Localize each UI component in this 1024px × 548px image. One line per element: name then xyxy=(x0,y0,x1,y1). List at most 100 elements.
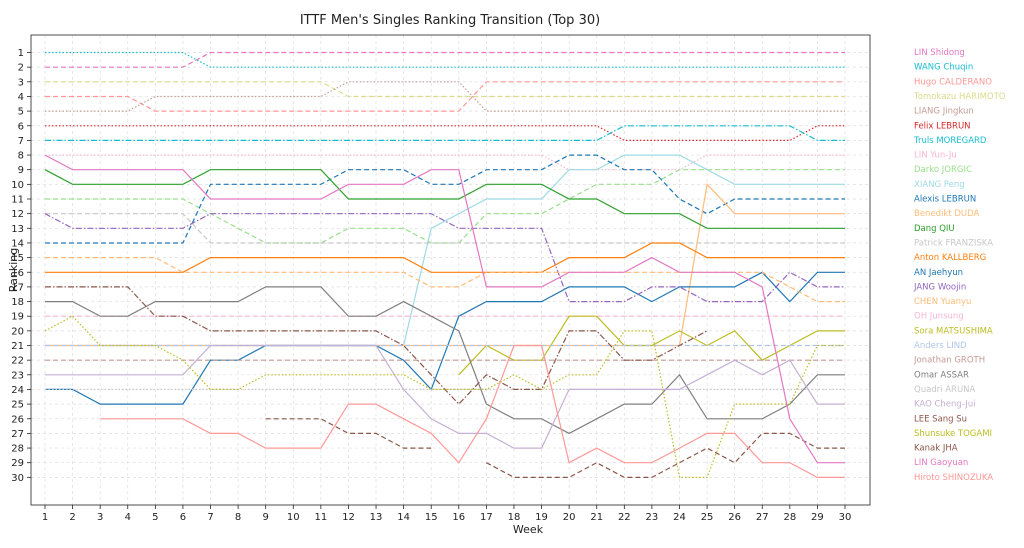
legend-entry: Anders LIND xyxy=(914,341,967,351)
x-axis-label: Week xyxy=(513,523,544,536)
legend-entry: Alexis LEBRUN xyxy=(914,195,976,205)
x-tick-label: 5 xyxy=(152,512,158,523)
series-lines xyxy=(44,51,845,478)
y-tick-label: 14 xyxy=(11,238,24,249)
y-tick-label: 15 xyxy=(11,253,24,264)
series-line xyxy=(44,154,845,464)
x-tick-label: 16 xyxy=(452,512,465,523)
series-line xyxy=(45,51,845,68)
series-line xyxy=(45,154,845,244)
x-tick-label: 3 xyxy=(97,512,103,523)
y-tick-label: 28 xyxy=(11,444,24,455)
y-tick-label: 26 xyxy=(11,414,24,425)
x-tick-label: 4 xyxy=(125,512,131,523)
y-axis: 1234567891011121314151617181920212223242… xyxy=(11,48,31,484)
series-line xyxy=(45,51,845,68)
y-axis-label: Ranking xyxy=(7,248,20,293)
x-tick-label: 11 xyxy=(314,512,327,523)
series-line xyxy=(45,183,845,347)
series-line xyxy=(45,242,845,273)
legend-entry: Hiroto SHINOZUKA xyxy=(914,473,993,483)
x-tick-label: 1 xyxy=(42,512,48,523)
x-tick-label: 29 xyxy=(811,512,824,523)
series-line xyxy=(45,125,845,141)
legend-entry: OH Junsung xyxy=(914,312,964,322)
x-tick-label: 17 xyxy=(480,512,493,523)
x-tick-label: 25 xyxy=(701,512,714,523)
legend-entry: LEE Sang Su xyxy=(914,414,967,424)
legend-entry: Tomokazu HARIMOTO xyxy=(913,92,1006,102)
series-line xyxy=(45,286,708,405)
series-line xyxy=(45,344,845,449)
chart-title: ITTF Men's Singles Ranking Transition (T… xyxy=(300,13,600,28)
series-line xyxy=(45,125,845,141)
series-line xyxy=(458,315,845,376)
legend-entry: Anton KALLBERG xyxy=(914,253,986,263)
series-line xyxy=(45,213,845,244)
series-line xyxy=(45,81,845,112)
y-tick-label: 17 xyxy=(11,282,24,293)
plot-frame xyxy=(30,34,871,506)
x-tick-label: 27 xyxy=(756,512,769,523)
series-line xyxy=(45,169,845,244)
y-tick-label: 11 xyxy=(11,195,24,206)
y-tick-label: 16 xyxy=(11,268,24,279)
y-tick-label: 21 xyxy=(11,341,24,352)
series-line xyxy=(45,154,845,171)
y-tick-label: 7 xyxy=(18,136,24,147)
legend-entry: Benedikt DUDA xyxy=(914,209,980,219)
legend-entry: WANG Chuqin xyxy=(914,63,973,73)
x-tick-label: 22 xyxy=(618,512,631,523)
x-tick-label: 24 xyxy=(673,512,686,523)
grid xyxy=(31,35,870,505)
legend-entry: Jonathan GROTH xyxy=(913,356,985,366)
y-tick-label: 25 xyxy=(11,400,24,411)
y-tick-label: 29 xyxy=(11,458,24,469)
y-tick-label: 12 xyxy=(11,209,24,220)
legend-entry: LIANG Jingkun xyxy=(914,107,974,117)
legend-entry: XIANG Peng xyxy=(914,180,965,190)
legend-entry: Omar ASSAR xyxy=(914,370,969,380)
y-tick-label: 24 xyxy=(11,385,24,396)
series-line xyxy=(45,257,845,303)
y-tick-label: 27 xyxy=(11,429,24,440)
y-tick-label: 9 xyxy=(18,165,24,176)
x-tick-label: 15 xyxy=(425,512,438,523)
series-line xyxy=(100,344,845,478)
x-tick-label: 6 xyxy=(180,512,186,523)
legend-entry: AN Jaehyun xyxy=(914,268,963,278)
x-tick-label: 13 xyxy=(370,512,383,523)
x-tick-label: 23 xyxy=(646,512,659,523)
series-line xyxy=(45,81,845,98)
y-tick-label: 20 xyxy=(11,326,24,337)
legend-entry: LIN Shidong xyxy=(914,48,965,58)
y-tick-label: 23 xyxy=(11,370,24,381)
series-line xyxy=(44,315,845,478)
x-tick-label: 28 xyxy=(783,512,796,523)
x-tick-label: 12 xyxy=(342,512,355,523)
y-tick-label: 13 xyxy=(11,224,24,235)
x-tick-label: 21 xyxy=(590,512,603,523)
legend-entry: KAO Cheng-Jui xyxy=(914,400,976,410)
y-tick-label: 2 xyxy=(18,63,24,74)
y-tick-label: 30 xyxy=(11,473,24,484)
legend-entry: Patrick FRANZISKA xyxy=(914,238,993,248)
legend-entry: Truls MOREGARD xyxy=(913,136,987,146)
series-line xyxy=(45,286,845,435)
series-line xyxy=(45,81,845,112)
x-tick-label: 26 xyxy=(728,512,741,523)
y-tick-label: 6 xyxy=(18,121,24,132)
x-tick-label: 10 xyxy=(287,512,300,523)
legend-entry: LIN Yun-Ju xyxy=(914,151,957,161)
legend-entry: JANG Woojin xyxy=(913,282,966,292)
legend-entry: CHEN Yuanyu xyxy=(914,297,971,307)
y-tick-label: 1 xyxy=(18,48,24,59)
y-tick-label: 8 xyxy=(18,151,24,162)
legend-entry: Quadri ARUNA xyxy=(914,385,976,395)
x-tick-label: 9 xyxy=(263,512,269,523)
y-tick-label: 10 xyxy=(11,180,24,191)
x-axis: 1 2 3 4 5 6 7 8 9 10 11 12 13 14 15 16 17 18 19 20 21 22 23 24 2… xyxy=(42,505,851,523)
series-line xyxy=(45,271,845,405)
x-tick-label: 18 xyxy=(508,512,521,523)
